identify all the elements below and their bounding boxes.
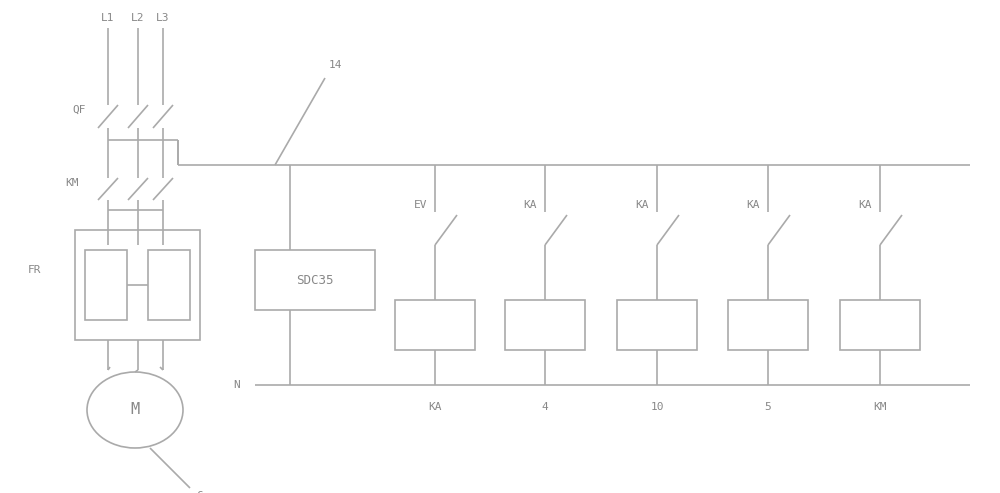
Text: L2: L2 (131, 13, 145, 23)
Bar (85, 250, 127, 320)
Text: KA: KA (524, 200, 537, 210)
Text: KM: KM (65, 178, 78, 188)
Text: N: N (233, 380, 240, 390)
Text: 4: 4 (542, 402, 548, 412)
Bar (728, 300, 808, 350)
Bar (395, 300, 475, 350)
Bar (255, 250, 375, 310)
Text: 14: 14 (328, 60, 342, 70)
Text: KA: KA (858, 200, 872, 210)
Text: 5: 5 (765, 402, 771, 412)
Text: L1: L1 (101, 13, 115, 23)
Bar (75, 230, 200, 340)
Text: EV: EV (414, 200, 427, 210)
Text: SDC35: SDC35 (296, 274, 334, 286)
Text: KA: KA (636, 200, 649, 210)
Text: 10: 10 (650, 402, 664, 412)
Text: KM: KM (873, 402, 887, 412)
Bar (840, 300, 920, 350)
Text: L3: L3 (156, 13, 170, 23)
Text: FR: FR (28, 265, 42, 275)
Bar (148, 250, 190, 320)
Bar (617, 300, 697, 350)
Text: QF: QF (72, 105, 86, 115)
Bar (505, 300, 585, 350)
Text: KA: KA (428, 402, 442, 412)
Text: M: M (130, 402, 140, 418)
Text: 6: 6 (197, 491, 203, 493)
Text: KA: KA (746, 200, 760, 210)
